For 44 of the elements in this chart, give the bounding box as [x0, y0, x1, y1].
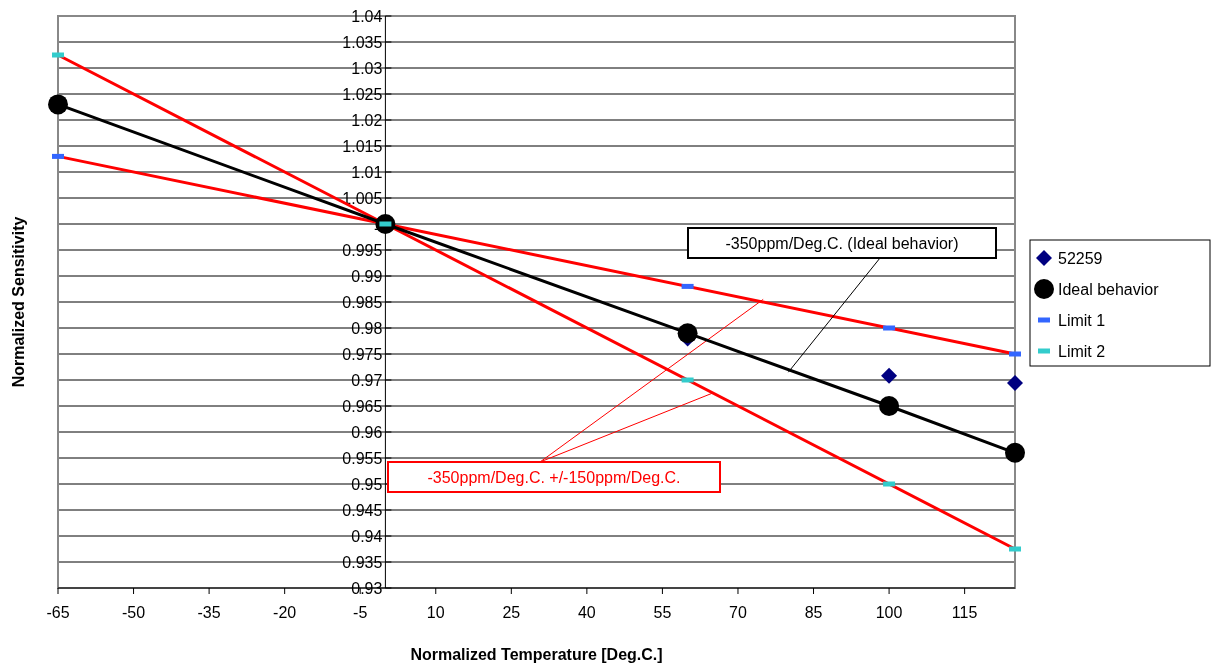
x-tick-label: -5: [353, 604, 368, 621]
annotation: -350ppm/Deg.C. (Ideal behavior): [725, 235, 959, 252]
y-tick-label: 1.02: [351, 111, 383, 129]
y-tick-label: 1.03: [351, 59, 383, 77]
y-tick-label: 0.95: [351, 475, 383, 493]
x-tick-label: -20: [273, 604, 297, 621]
y-tick-label: 1.025: [342, 85, 383, 103]
y-tick-label: 0.97: [351, 371, 383, 389]
callout-box: -350ppm/Deg.C. +/-150ppm/Deg.C.: [387, 461, 721, 493]
x-tick-label: 70: [729, 604, 747, 621]
y-tick-label: 1.005: [342, 189, 383, 207]
legend-label: 52259: [1058, 249, 1103, 267]
x-tick-label: -35: [197, 604, 221, 621]
y-axis-title: Normalized Sensitivity: [10, 216, 27, 388]
y-tick-label: 0.965: [342, 397, 383, 415]
y-tick-label: 0.945: [342, 501, 383, 519]
y-tick-label: 0.985: [342, 293, 383, 311]
x-tick-label: -50: [121, 604, 146, 621]
y-tick-label: 0.94: [351, 527, 383, 545]
y-tick-label: 0.99: [351, 267, 383, 285]
y-tick-label: 1.015: [342, 137, 383, 155]
x-tick-label: -65: [46, 604, 70, 621]
x-tick-label: 115: [951, 604, 978, 621]
y-tick-label: 1.035: [342, 33, 383, 51]
y-tick-label: 0.98: [351, 319, 383, 337]
y-tick-label: 0.935: [342, 553, 383, 571]
y-tick-label: 1.01: [351, 163, 383, 181]
y-tick-label: 0.955: [342, 449, 383, 467]
annotation: -350ppm/Deg.C. +/-150ppm/Deg.C.: [427, 469, 681, 486]
x-tick-label: 40: [577, 604, 596, 621]
x-axis-title: Normalized Temperature [Deg.C.]: [410, 646, 663, 663]
x-tick-label: 55: [653, 604, 672, 621]
y-tick-label: 0.995: [342, 241, 383, 259]
legend-label: Limit 1: [1058, 311, 1106, 329]
x-tick-label: 85: [804, 604, 823, 621]
callout-box: -350ppm/Deg.C. (Ideal behavior): [687, 227, 997, 373]
x-tick-label: 100: [875, 604, 903, 621]
legend-label: Limit 2: [1058, 342, 1106, 360]
x-tick-label: 10: [426, 604, 445, 621]
legend-label: Ideal behavior: [1058, 280, 1160, 298]
y-tick-label: 1.04: [351, 7, 383, 25]
y-tick-label: 0.96: [351, 423, 383, 441]
y-tick-label: 0.975: [342, 345, 383, 363]
x-tick-label: 25: [502, 604, 521, 621]
